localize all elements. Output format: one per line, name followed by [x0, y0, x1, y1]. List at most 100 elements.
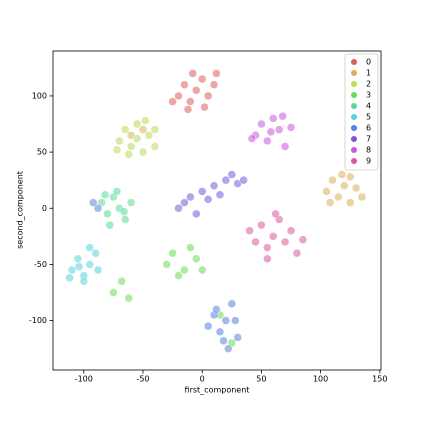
point: [203, 195, 213, 204]
y-tick-label: -100: [29, 316, 47, 325]
legend-label: 2: [366, 80, 371, 89]
point: [73, 254, 83, 264]
legend-marker: [351, 70, 357, 76]
point: [200, 102, 209, 112]
point: [209, 80, 219, 89]
point: [150, 125, 160, 134]
point: [263, 243, 272, 252]
y-axis-label: second_component: [16, 171, 25, 249]
point: [292, 248, 302, 258]
point: [89, 198, 98, 207]
point: [144, 130, 154, 140]
point: [192, 209, 201, 219]
point: [212, 305, 221, 314]
legend-marker: [351, 125, 357, 131]
point: [186, 243, 195, 252]
point: [257, 220, 266, 230]
point: [209, 181, 219, 191]
legend-marker: [351, 114, 357, 120]
x-tick-label: 0: [200, 375, 205, 384]
x-tick-label: 150: [372, 375, 387, 384]
point: [174, 91, 183, 101]
point: [223, 344, 233, 353]
point: [322, 187, 331, 196]
point: [280, 142, 290, 151]
point: [93, 265, 103, 275]
point: [109, 288, 118, 297]
point: [231, 316, 240, 325]
point: [183, 105, 193, 114]
point: [203, 91, 213, 101]
plot-frame: [52, 50, 382, 371]
point: [93, 204, 103, 213]
point: [325, 198, 335, 207]
point: [263, 254, 272, 264]
point: [286, 226, 296, 235]
legend-label: 4: [366, 102, 371, 111]
point: [215, 327, 225, 337]
point: [286, 123, 296, 132]
legend-marker: [351, 158, 357, 164]
point: [186, 97, 195, 106]
x-tick-label: 50: [256, 375, 266, 384]
point: [271, 209, 280, 219]
legend-marker: [351, 92, 357, 98]
point: [227, 170, 237, 179]
point: [197, 74, 207, 84]
point: [266, 127, 276, 137]
point: [245, 226, 254, 235]
point: [357, 192, 367, 202]
legend-label: 5: [366, 113, 371, 122]
legend-box: [344, 53, 379, 171]
point: [126, 198, 136, 207]
point: [120, 125, 130, 134]
legend-label: 6: [366, 124, 371, 133]
point: [233, 333, 242, 342]
legend-label: 9: [366, 157, 371, 166]
point: [150, 142, 160, 151]
point: [74, 262, 84, 271]
point: [138, 125, 148, 134]
x-tick-label: 100: [313, 375, 328, 384]
point: [138, 147, 148, 157]
point: [212, 69, 221, 78]
x-tick-label: -50: [136, 375, 149, 384]
point: [340, 181, 349, 191]
point: [227, 299, 237, 308]
point: [257, 119, 266, 129]
point: [67, 265, 77, 275]
point: [192, 86, 201, 95]
legend-label: 7: [366, 135, 371, 144]
point: [247, 134, 257, 143]
point: [197, 187, 207, 196]
point: [251, 237, 260, 247]
y-tick-label: -50: [34, 260, 47, 269]
point: [221, 316, 231, 325]
point: [126, 142, 136, 151]
point: [124, 293, 134, 303]
point: [328, 175, 337, 185]
y-tick-label: 50: [37, 148, 47, 157]
y-tick-label: 100: [32, 91, 47, 100]
point: [65, 273, 74, 283]
point: [186, 192, 195, 202]
point: [119, 207, 129, 216]
point: [141, 116, 150, 125]
point: [180, 198, 189, 207]
point: [103, 209, 112, 219]
point: [274, 125, 284, 134]
point: [219, 336, 228, 346]
point: [298, 235, 308, 244]
point: [263, 136, 272, 146]
point: [124, 150, 134, 159]
legend-marker: [351, 59, 357, 65]
point: [215, 190, 225, 200]
legend-marker: [351, 147, 357, 153]
legend-label: 3: [366, 91, 371, 100]
point: [112, 145, 122, 155]
legend-label: 8: [366, 146, 371, 155]
x-tick-label: -100: [75, 375, 93, 384]
point: [174, 271, 183, 280]
point: [132, 134, 142, 143]
